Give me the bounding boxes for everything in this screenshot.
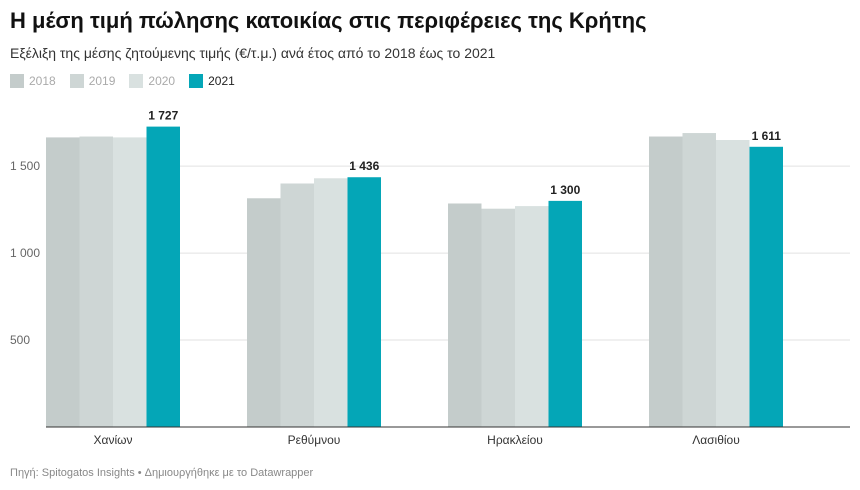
bar-2019-0[interactable] <box>79 136 114 427</box>
bar-2019-2[interactable] <box>481 208 516 427</box>
data-label-3: 1 611 <box>752 129 782 143</box>
chart-title: Η μέση τιμή πώλησης κατοικίας στις περιφ… <box>10 8 647 33</box>
y-tick-label-1000: 1 000 <box>10 246 40 260</box>
bar-2020-1[interactable] <box>314 178 348 427</box>
data-labels: 1 727 1 436 1 300 1 611 <box>148 109 781 197</box>
legend: 2018 2019 2020 2021 <box>10 74 235 88</box>
bar-2021-1[interactable] <box>347 177 382 427</box>
bar-2020-2[interactable] <box>515 206 549 427</box>
bar-2021-3[interactable] <box>749 146 784 428</box>
bar-2020-3[interactable] <box>716 140 750 428</box>
legend-label-2019: 2019 <box>88 74 116 88</box>
data-label-0: 1 727 <box>148 109 178 123</box>
bar-2019-1[interactable] <box>280 183 315 427</box>
axes: 500 1 000 1 500 Χανίων Ρεθύμνου Ηρακλείου Λασι… <box>10 159 850 447</box>
legend-swatch-2020 <box>129 74 144 88</box>
data-label-1: 1 436 <box>349 159 379 173</box>
bar-2018-1[interactable] <box>247 198 281 427</box>
bar-2021-0[interactable] <box>146 126 181 427</box>
legend-item-2019[interactable]: 2019 <box>69 74 116 88</box>
legend-label-2020: 2020 <box>148 74 176 88</box>
bar-2020-0[interactable] <box>113 137 147 427</box>
legend-swatch-2019 <box>69 74 84 88</box>
data-label-2: 1 300 <box>550 183 580 197</box>
x-tick-label-0: Χανίων <box>94 433 133 447</box>
legend-swatch-2021 <box>189 74 204 88</box>
bar-2019-3[interactable] <box>682 133 717 428</box>
legend-swatch-2018 <box>10 74 24 88</box>
source-credit[interactable]: Δημιουργήθηκε με το Datawrapper <box>144 467 314 479</box>
bar-2021-2[interactable] <box>548 200 583 427</box>
y-tick-label-500: 500 <box>10 333 30 347</box>
source-separator: • <box>137 467 142 479</box>
bar-2018-0[interactable] <box>46 137 80 427</box>
bar-2018-2[interactable] <box>448 203 482 427</box>
x-tick-label-2: Ηρακλείου <box>487 433 543 447</box>
y-tick-label-1500: 1 500 <box>10 159 40 173</box>
legend-label-2021: 2021 <box>208 74 235 88</box>
legend-label-2018: 2018 <box>29 74 56 88</box>
legend-item-2021[interactable]: 2021 <box>189 74 235 88</box>
x-tick-label-1: Ρεθύμνου <box>288 433 341 447</box>
x-tick-label-3: Λασιθίου <box>692 433 740 447</box>
bars <box>46 126 784 428</box>
chart-subtitle: Εξέλιξη της μέσης ζητούμενης τιμής (€/τ.… <box>10 45 496 61</box>
legend-item-2018[interactable]: 2018 <box>10 74 56 88</box>
source-text: Πηγή: Spitogatos Insights <box>10 467 135 479</box>
legend-item-2020[interactable]: 2020 <box>129 74 175 88</box>
source-note: Πηγή: Spitogatos Insights • Δημιουργήθηκε … <box>10 467 313 479</box>
bar-2018-3[interactable] <box>649 136 683 427</box>
